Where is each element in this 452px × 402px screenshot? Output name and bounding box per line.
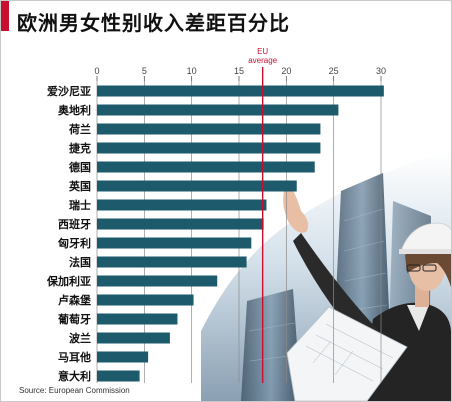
category-label: 匈牙利 (58, 236, 91, 250)
category-labels: 爱沙尼亚奥地利荷兰捷克德国英国瑞士西班牙匈牙利法国保加利亚卢森堡葡萄牙波兰马耳他… (46, 85, 91, 383)
tick-labels: 0 5 10 15 20 25 30 (94, 66, 386, 81)
bar-16 (97, 370, 140, 382)
category-label: 法国 (69, 255, 91, 269)
tick-label: 5 (142, 66, 147, 76)
tick-label: 20 (281, 66, 291, 76)
bar-5 (97, 161, 315, 173)
bar-1 (97, 85, 384, 97)
chart-title: 欧洲男女性别收入差距百分比 (17, 11, 290, 35)
category-label: 意大利 (58, 369, 91, 383)
category-label: 英国 (68, 179, 91, 193)
category-label: 爱沙尼亚 (47, 85, 91, 98)
category-label: 波兰 (69, 331, 91, 345)
bars (97, 85, 384, 382)
bar-15 (97, 351, 149, 363)
bar-6 (97, 180, 297, 192)
category-label: 奥地利 (57, 103, 91, 117)
bar-13 (97, 313, 178, 325)
bar-4 (97, 142, 321, 154)
source-note: Source: European Commission (19, 386, 130, 395)
category-label: 捷克 (69, 141, 91, 155)
eu-average-label-line1: EU (257, 47, 268, 56)
category-label: 德国 (68, 160, 91, 174)
bar-9 (97, 237, 252, 249)
title-accent-bar (1, 1, 9, 31)
category-label: 卢森堡 (58, 293, 91, 307)
category-label: 西班牙 (58, 217, 91, 231)
category-label: 瑞士 (69, 198, 91, 212)
tick-label: 0 (94, 66, 99, 76)
tick-label: 25 (329, 66, 339, 76)
category-label: 马耳他 (58, 350, 91, 364)
tick-label: 30 (376, 66, 386, 76)
bar-14 (97, 332, 170, 344)
bar-10 (97, 256, 247, 268)
category-label: 荷兰 (68, 122, 91, 136)
tick-label: 15 (234, 66, 244, 76)
tick-label: 10 (187, 66, 197, 76)
category-label: 葡萄牙 (57, 312, 91, 326)
bar-12 (97, 294, 194, 306)
bar-8 (97, 218, 264, 230)
background-photo (201, 151, 451, 401)
bar-3 (97, 123, 321, 135)
bar-7 (97, 199, 267, 211)
bar-11 (97, 275, 218, 287)
category-label: 保加利亚 (46, 274, 91, 288)
bar-2 (97, 104, 339, 116)
eu-average-label-line2: average (248, 56, 277, 65)
